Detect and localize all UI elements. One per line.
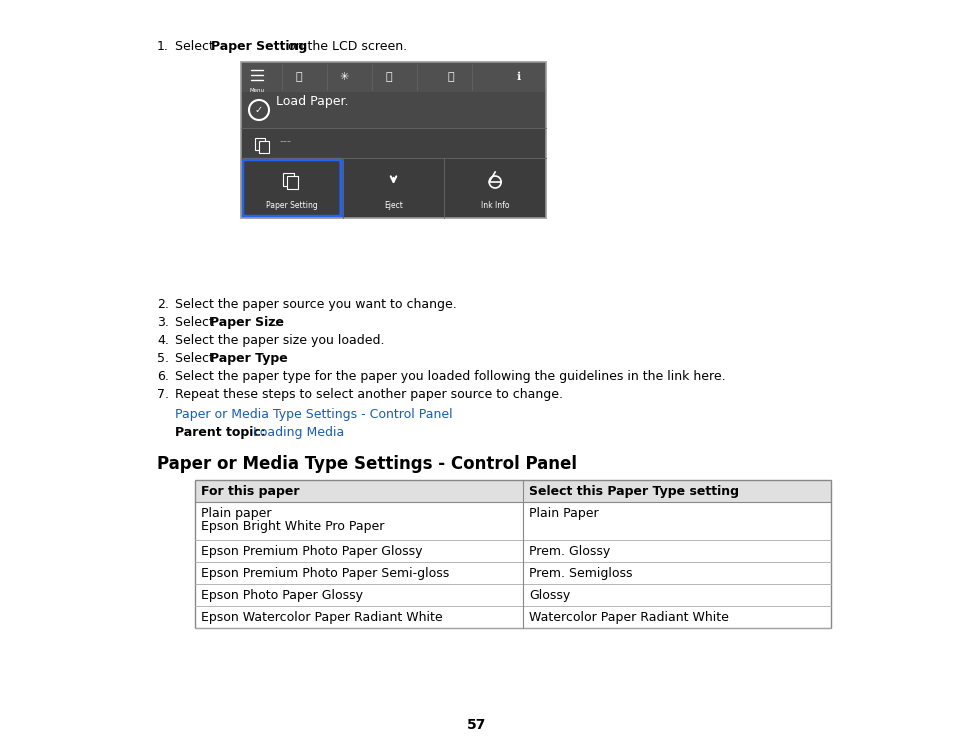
- Text: 7.: 7.: [157, 388, 169, 401]
- Bar: [194, 606, 830, 628]
- Bar: [254, 138, 265, 150]
- Bar: [194, 540, 830, 562]
- Text: Eject: Eject: [384, 201, 402, 210]
- Bar: [194, 502, 830, 540]
- Text: 3.: 3.: [157, 316, 169, 329]
- Bar: [241, 128, 545, 158]
- Text: Select this Paper Type setting: Select this Paper Type setting: [529, 485, 739, 498]
- Text: Epson Bright White Pro Paper: Epson Bright White Pro Paper: [201, 520, 384, 533]
- Text: 6.: 6.: [157, 370, 169, 383]
- Text: ℹ: ℹ: [517, 72, 520, 82]
- FancyBboxPatch shape: [242, 159, 341, 216]
- Bar: [258, 141, 269, 153]
- Bar: [241, 158, 545, 218]
- Text: Select: Select: [174, 352, 217, 365]
- Text: Ink Info: Ink Info: [480, 201, 509, 210]
- Text: Epson Premium Photo Paper Semi-gloss: Epson Premium Photo Paper Semi-gloss: [201, 567, 449, 580]
- Text: ✓: ✓: [254, 105, 263, 115]
- Text: 1.: 1.: [157, 40, 169, 53]
- Bar: [241, 62, 545, 218]
- Bar: [194, 562, 830, 584]
- Text: For this paper: For this paper: [201, 485, 299, 498]
- Text: .: .: [274, 316, 277, 329]
- Text: 5.: 5.: [157, 352, 169, 365]
- Text: Watercolor Paper Radiant White: Watercolor Paper Radiant White: [529, 611, 728, 624]
- Text: Plain paper: Plain paper: [201, 507, 272, 520]
- Text: Paper or Media Type Settings - Control Panel: Paper or Media Type Settings - Control P…: [157, 455, 577, 473]
- Text: Paper Setting: Paper Setting: [266, 201, 317, 210]
- Text: .: .: [274, 352, 277, 365]
- Text: Epson Premium Photo Paper Glossy: Epson Premium Photo Paper Glossy: [201, 545, 422, 558]
- Text: Select the paper size you loaded.: Select the paper size you loaded.: [174, 334, 384, 347]
- Text: Menu: Menu: [250, 88, 264, 93]
- Text: Paper Setting: Paper Setting: [211, 40, 307, 53]
- Text: Paper or Media Type Settings - Control Panel: Paper or Media Type Settings - Control P…: [174, 408, 452, 421]
- Bar: [194, 480, 830, 628]
- Text: ⬛: ⬛: [447, 72, 454, 82]
- Text: Load Paper.: Load Paper.: [275, 95, 348, 108]
- Text: on the LCD screen.: on the LCD screen.: [284, 40, 407, 53]
- Text: ⬛: ⬛: [385, 72, 392, 82]
- Bar: [241, 62, 545, 92]
- Text: Select: Select: [174, 40, 217, 53]
- Bar: [241, 92, 545, 128]
- Text: Select the paper type for the paper you loaded following the guidelines in the l: Select the paper type for the paper you …: [174, 370, 725, 383]
- Text: Plain Paper: Plain Paper: [529, 507, 598, 520]
- Text: Parent topic:: Parent topic:: [174, 426, 270, 439]
- Text: Loading Media: Loading Media: [253, 426, 344, 439]
- Text: Paper Size: Paper Size: [210, 316, 284, 329]
- Bar: [282, 173, 294, 186]
- Text: 4.: 4.: [157, 334, 169, 347]
- Bar: [287, 176, 297, 189]
- Bar: [194, 584, 830, 606]
- Text: ✳: ✳: [339, 72, 349, 82]
- Text: Select the paper source you want to change.: Select the paper source you want to chan…: [174, 298, 456, 311]
- Text: Select: Select: [174, 316, 217, 329]
- Text: ⬛: ⬛: [295, 72, 302, 82]
- Text: 2.: 2.: [157, 298, 169, 311]
- Text: Prem. Glossy: Prem. Glossy: [529, 545, 610, 558]
- Text: ---: ---: [278, 136, 291, 146]
- Text: Repeat these steps to select another paper source to change.: Repeat these steps to select another pap…: [174, 388, 562, 401]
- Bar: [194, 480, 830, 502]
- Text: Paper Type: Paper Type: [210, 352, 288, 365]
- Text: Glossy: Glossy: [529, 589, 570, 602]
- Text: 57: 57: [467, 718, 486, 732]
- Text: Epson Photo Paper Glossy: Epson Photo Paper Glossy: [201, 589, 363, 602]
- Text: Epson Watercolor Paper Radiant White: Epson Watercolor Paper Radiant White: [201, 611, 442, 624]
- Text: Prem. Semigloss: Prem. Semigloss: [529, 567, 632, 580]
